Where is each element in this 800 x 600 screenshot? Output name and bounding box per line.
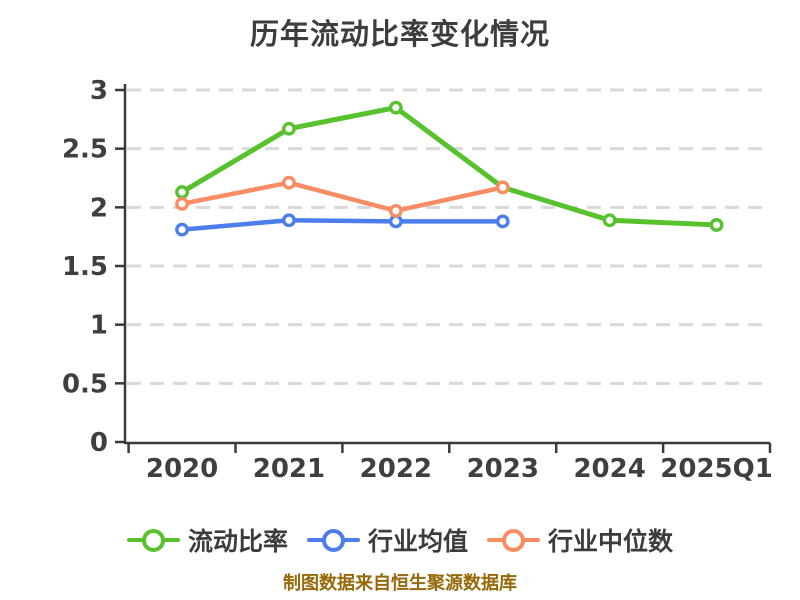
data-point-series-0[interactable] <box>709 218 724 232</box>
legend-item-industry-median[interactable]: 行业中位数 <box>487 522 673 558</box>
y-axis-tick-label: 1 <box>90 311 108 341</box>
data-point-series-1[interactable] <box>175 222 189 237</box>
x-axis-tick-label: 2025Q1 <box>660 454 773 484</box>
data-point-series-0[interactable] <box>175 185 189 199</box>
line-marker-icon <box>126 528 180 553</box>
line-marker-icon <box>487 528 540 553</box>
series-line-2 <box>179 180 505 214</box>
x-axis-tick-label: 2022 <box>360 454 432 484</box>
y-axis-tick-label: 1.5 <box>62 252 108 282</box>
data-point-series-2[interactable] <box>282 175 296 190</box>
data-point-series-1[interactable] <box>388 214 403 229</box>
x-axis-tick-label: 2020 <box>146 454 218 484</box>
legend-item-current-ratio[interactable]: 流动比率 <box>126 522 288 558</box>
legend-item-industry-average[interactable]: 行业均值 <box>306 522 468 558</box>
data-point-series-2[interactable] <box>388 203 403 218</box>
y-axis-tick-label: 3 <box>90 76 108 106</box>
y-axis-tick-label: 0 <box>90 428 108 458</box>
x-axis-tick-label: 2024 <box>573 454 645 484</box>
chart-title: 历年流动比率变化情况 <box>249 17 550 51</box>
y-axis-tick-label: 0.5 <box>62 369 108 399</box>
legend: 流动比率 行业均值 行业中位数 <box>0 522 800 558</box>
data-source-caption: 制图数据来自恒生聚源数据库 <box>283 573 517 594</box>
x-axis-tick-label: 2023 <box>467 454 539 484</box>
data-point-series-1[interactable] <box>495 214 510 229</box>
line-marker-icon <box>306 528 360 553</box>
y-axis-tick-label: 2 <box>90 193 108 223</box>
legend-label-industry-median: 行业中位数 <box>548 527 674 556</box>
data-point-series-0[interactable] <box>602 213 617 228</box>
series-line-0 <box>179 105 720 228</box>
legend-label-current-ratio: 流动比率 <box>187 527 288 556</box>
y-axis-tick-label: 2.5 <box>62 135 108 165</box>
data-point-series-0[interactable] <box>282 121 296 136</box>
series-line-1 <box>179 217 505 232</box>
data-point-series-1[interactable] <box>282 213 296 228</box>
legend-label-industry-average: 行业均值 <box>367 527 468 556</box>
data-point-series-2[interactable] <box>495 180 510 195</box>
data-point-series-0[interactable] <box>388 100 403 115</box>
data-point-series-2[interactable] <box>175 196 189 211</box>
x-axis-tick-label: 2021 <box>253 454 325 484</box>
